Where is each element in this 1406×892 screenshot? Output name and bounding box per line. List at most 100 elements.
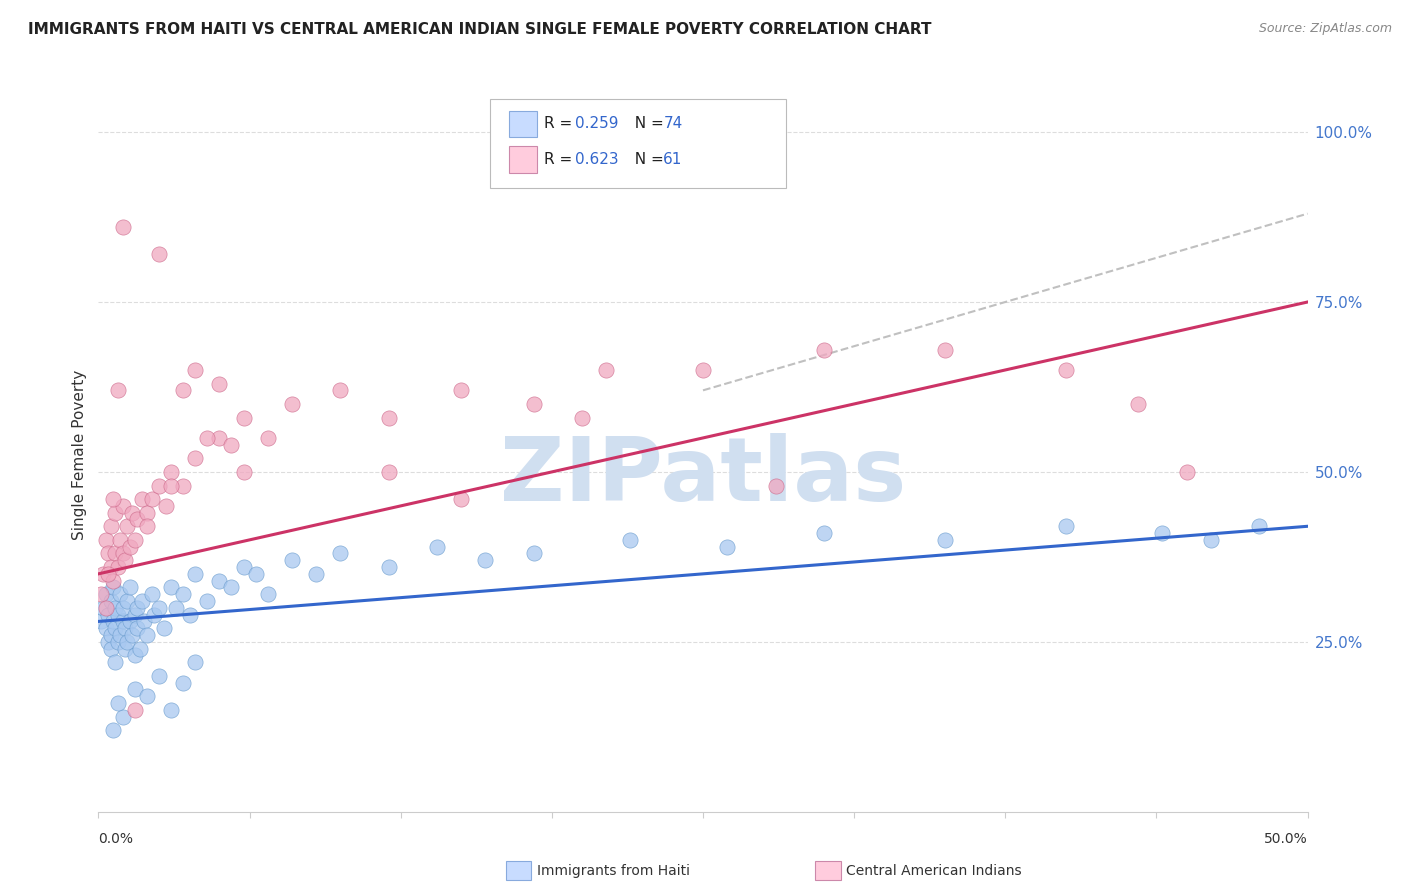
- Point: [100, 519, 122, 533]
- Point: [111, 546, 134, 560]
- Point: [148, 669, 170, 683]
- Text: 61: 61: [664, 153, 683, 167]
- Point: [377, 560, 399, 574]
- Point: [97, 607, 120, 622]
- Point: [117, 519, 139, 533]
- Point: [97, 546, 120, 560]
- Point: [108, 587, 131, 601]
- Point: [450, 492, 472, 507]
- Point: [221, 438, 243, 452]
- Point: [107, 560, 129, 574]
- Point: [131, 492, 153, 507]
- Point: [934, 343, 956, 357]
- Text: 74: 74: [664, 117, 682, 131]
- Text: Source: ZipAtlas.com: Source: ZipAtlas.com: [1258, 22, 1392, 36]
- Point: [1199, 533, 1222, 547]
- Point: [101, 581, 124, 595]
- Point: [94, 600, 117, 615]
- Point: [1054, 519, 1077, 533]
- Point: [208, 376, 231, 391]
- Point: [100, 560, 122, 574]
- Point: [221, 581, 243, 595]
- Text: N =: N =: [626, 117, 669, 131]
- Text: N =: N =: [626, 153, 669, 167]
- Text: Immigrants from Haiti: Immigrants from Haiti: [537, 863, 690, 878]
- Point: [111, 220, 134, 235]
- Point: [135, 519, 157, 533]
- Point: [329, 384, 352, 398]
- Point: [165, 600, 187, 615]
- Point: [172, 675, 194, 690]
- Point: [305, 566, 328, 581]
- Point: [208, 431, 231, 445]
- Point: [208, 574, 231, 588]
- Point: [474, 553, 496, 567]
- Point: [135, 628, 157, 642]
- Point: [101, 723, 124, 738]
- Point: [1249, 519, 1271, 533]
- Point: [90, 615, 112, 629]
- Point: [934, 533, 956, 547]
- Point: [97, 566, 120, 581]
- Point: [765, 478, 787, 492]
- Point: [121, 628, 143, 642]
- Point: [135, 689, 157, 703]
- Point: [124, 607, 146, 622]
- Point: [172, 587, 194, 601]
- Point: [101, 574, 124, 588]
- Point: [377, 465, 399, 479]
- Point: [127, 621, 149, 635]
- Point: [108, 533, 131, 547]
- Point: [232, 465, 254, 479]
- Point: [692, 363, 714, 377]
- Point: [94, 587, 117, 601]
- Point: [124, 533, 146, 547]
- Point: [160, 581, 183, 595]
- Point: [813, 526, 835, 541]
- Point: [184, 363, 207, 377]
- Point: [101, 492, 124, 507]
- Point: [245, 566, 267, 581]
- Point: [281, 553, 304, 567]
- Point: [111, 709, 134, 723]
- Point: [121, 506, 143, 520]
- Point: [148, 478, 170, 492]
- Point: [426, 540, 449, 554]
- Point: [281, 397, 304, 411]
- Point: [117, 594, 139, 608]
- Point: [179, 607, 201, 622]
- Point: [100, 594, 122, 608]
- Point: [256, 431, 278, 445]
- Point: [111, 600, 134, 615]
- Point: [111, 615, 134, 629]
- Point: [104, 546, 127, 560]
- Point: [450, 384, 472, 398]
- Point: [107, 696, 129, 710]
- Point: [100, 641, 122, 656]
- Point: [127, 600, 149, 615]
- Point: [90, 587, 112, 601]
- Point: [160, 478, 183, 492]
- Point: [100, 628, 122, 642]
- Text: 0.0%: 0.0%: [98, 832, 134, 846]
- Point: [104, 655, 127, 669]
- Point: [184, 655, 207, 669]
- Point: [184, 566, 207, 581]
- Point: [108, 628, 131, 642]
- Text: R =: R =: [544, 117, 576, 131]
- Point: [117, 635, 139, 649]
- Point: [114, 621, 136, 635]
- Point: [1054, 363, 1077, 377]
- Point: [118, 581, 141, 595]
- Point: [114, 641, 136, 656]
- Text: R =: R =: [544, 153, 576, 167]
- Point: [101, 615, 124, 629]
- Point: [107, 635, 129, 649]
- Point: [232, 410, 254, 425]
- Text: 0.259: 0.259: [575, 117, 619, 131]
- Point: [595, 363, 617, 377]
- Point: [1175, 465, 1198, 479]
- Point: [124, 648, 146, 663]
- Text: Central American Indians: Central American Indians: [846, 863, 1022, 878]
- Point: [141, 492, 163, 507]
